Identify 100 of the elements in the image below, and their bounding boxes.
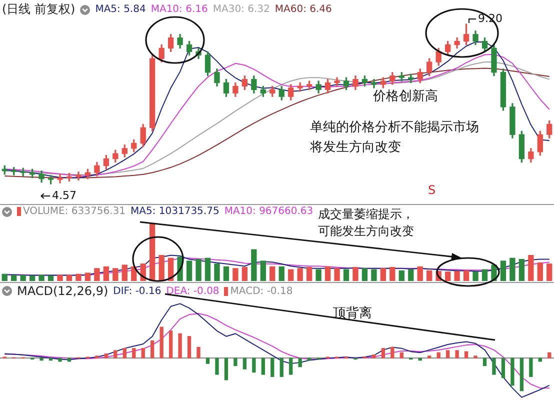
bar [252,358,256,373]
bar [158,254,164,281]
text: 成交量萎缩提示， [318,207,414,222]
bar [537,262,543,281]
bar [122,348,126,358]
bar [380,268,386,281]
bar [196,346,200,358]
text: MA10: 6.16 [150,4,208,15]
bar [352,266,358,281]
bar [242,266,248,281]
bar [261,358,265,375]
bar [160,326,164,358]
bar [298,358,302,368]
bar [444,272,451,281]
bar [150,340,154,358]
bar [280,358,284,377]
bar [186,260,192,281]
bar [528,254,534,281]
bar [112,268,118,281]
bar [187,336,192,358]
bar [464,351,468,358]
bar [278,266,284,281]
text: MA5: 1031735.75 [130,206,220,217]
bar [11,274,17,281]
bar [260,260,266,281]
annotation: 顶背离 [333,304,372,321]
bar [436,352,440,358]
bar [390,266,396,281]
bar [58,358,62,362]
bar [104,353,108,358]
bar [95,356,99,358]
text: MA10: 967660.63 [224,206,314,217]
bar [500,260,506,281]
bar [196,258,202,281]
bar [150,224,156,281]
annotation: S [428,183,436,198]
bar [288,269,294,281]
bar [232,268,238,281]
annotation: 可能发生方向改变 [318,224,414,238]
series-label: DIF: -0.16 [113,286,162,296]
bar [84,272,91,281]
legend-label: VOLUME: 633756.31 [23,206,126,217]
bar [223,266,230,281]
bar [242,358,247,370]
text: MA30: 6.32 [212,4,270,15]
bar [40,358,44,361]
bar [428,356,432,358]
bar [114,350,118,358]
bar [546,264,552,281]
bar [492,358,496,375]
bar [48,276,54,281]
bar [20,274,26,281]
bar [94,268,100,281]
bar [178,333,182,358]
annotation: 单纯的价格分析不能揭示市场 [310,120,479,135]
bar [29,276,36,281]
bar [472,272,478,281]
bar [103,266,110,281]
bar [215,358,219,375]
bar [168,330,173,358]
bar [482,358,487,366]
bar [316,269,322,281]
bar [76,274,82,281]
chart-title: MACD(12,26,9) [17,284,108,298]
bar [206,358,210,364]
bar [446,350,450,358]
bar [57,274,63,281]
bar [362,268,368,281]
bar [234,358,238,366]
annotation: 价格创新高 [372,88,438,104]
bar [390,346,394,358]
bar [529,358,533,377]
bar [463,270,470,281]
bar [518,258,525,281]
annotation: 将发生方向改变 [309,138,401,155]
text: DEA: -0.08 [166,286,220,296]
bar [455,350,459,358]
bar [141,348,145,358]
bar [289,358,293,375]
bar [408,269,414,281]
bar [381,348,386,358]
bar [2,274,8,281]
text: MA60: 6.46 [274,4,332,15]
bar [372,354,376,358]
bar [510,258,516,281]
bar [343,269,350,281]
bar [371,269,377,281]
bar [214,264,220,281]
bar [38,274,44,281]
bar [417,266,423,281]
bar [132,348,136,358]
bar [224,358,228,380]
bar [306,266,312,281]
text: 4.57 [52,188,76,202]
bar [501,358,506,378]
bar [251,249,257,281]
bar [297,268,303,281]
bar [474,356,478,358]
bar [270,358,274,377]
bar [454,270,460,281]
